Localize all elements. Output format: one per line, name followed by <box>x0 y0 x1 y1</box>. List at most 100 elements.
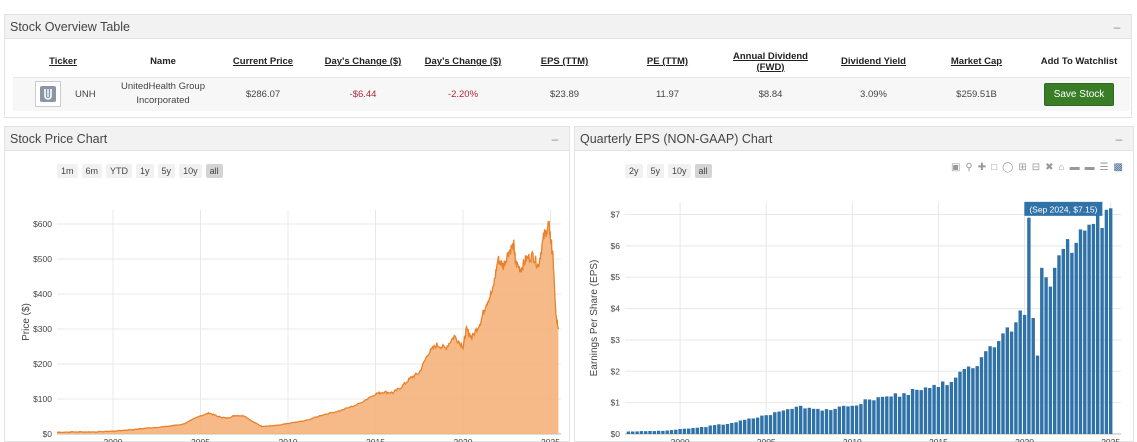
eps-bar[interactable] <box>829 410 833 434</box>
eps-bar[interactable] <box>717 424 721 434</box>
eps-bar[interactable] <box>1070 252 1074 434</box>
eps-bar[interactable] <box>1031 318 1035 434</box>
eps-bar[interactable] <box>1018 310 1022 435</box>
eps-bar[interactable] <box>928 388 932 434</box>
eps-bar[interactable] <box>747 418 751 435</box>
eps-bar[interactable] <box>764 415 768 434</box>
eps-bar[interactable] <box>760 415 764 434</box>
header-days-change-usd[interactable]: Day's Change ($) <box>324 56 402 68</box>
eps-bar[interactable] <box>1057 255 1061 434</box>
eps-bar[interactable] <box>863 399 867 434</box>
eps-bar[interactable] <box>1053 267 1057 434</box>
eps-bar[interactable] <box>859 404 863 434</box>
header-dividend-yield[interactable]: Dividend Yield <box>841 56 906 68</box>
eps-bar[interactable] <box>880 396 885 434</box>
eps-bar[interactable] <box>699 427 704 434</box>
eps-bar[interactable] <box>1048 286 1053 434</box>
autoscale-icon[interactable]: ✖ <box>1045 162 1054 173</box>
eps-bar[interactable] <box>867 399 872 435</box>
eps-bar[interactable] <box>1065 239 1070 434</box>
eps-bar[interactable] <box>824 409 829 434</box>
reset-axes-icon[interactable]: ⌂ <box>1058 162 1065 173</box>
price-range-all[interactable]: all <box>205 164 223 178</box>
eps-bar[interactable] <box>639 431 644 434</box>
eps-bar[interactable] <box>910 389 915 434</box>
eps-bar[interactable] <box>971 368 975 434</box>
eps-bar[interactable] <box>678 429 682 434</box>
eps-bar[interactable] <box>644 431 648 434</box>
eps-bar[interactable] <box>898 396 902 434</box>
eps-range-2y[interactable]: 2y <box>625 164 643 178</box>
overview-minimize-button[interactable]: – <box>1113 19 1121 34</box>
eps-bar[interactable] <box>708 425 712 435</box>
eps-bar[interactable] <box>730 423 734 434</box>
eps-range-5y[interactable]: 5y <box>646 164 665 178</box>
eps-bar[interactable] <box>954 377 958 434</box>
eps-bar[interactable] <box>906 395 910 434</box>
spike-lines-icon[interactable]: ▬ <box>1069 162 1080 173</box>
eps-bar[interactable] <box>1061 248 1065 434</box>
eps-bar[interactable] <box>712 425 717 434</box>
eps-bar[interactable] <box>958 371 962 434</box>
eps-bar[interactable] <box>872 400 876 434</box>
eps-bar[interactable] <box>1040 267 1044 434</box>
eps-bar[interactable] <box>820 410 824 434</box>
eps-bar[interactable] <box>962 369 966 434</box>
eps-bar[interactable] <box>893 393 898 434</box>
eps-bar[interactable] <box>803 408 807 434</box>
eps-bar[interactable] <box>773 412 777 434</box>
eps-bar[interactable] <box>743 419 747 434</box>
eps-bar[interactable] <box>1078 229 1083 434</box>
eps-bar[interactable] <box>979 357 984 434</box>
eps-bar[interactable] <box>889 396 893 435</box>
zoom-icon[interactable]: ⚲ <box>965 162 973 173</box>
price-range-1y[interactable]: 1y <box>136 164 154 178</box>
eps-bar[interactable] <box>1014 322 1018 434</box>
eps-bar[interactable] <box>945 385 949 434</box>
eps-range-10y[interactable]: 10y <box>668 164 691 178</box>
eps-bar[interactable] <box>661 430 665 434</box>
plotly-logo-icon[interactable]: ▩ <box>1113 162 1123 173</box>
eps-bar[interactable] <box>850 405 854 434</box>
eps-bar[interactable] <box>997 341 1001 434</box>
eps-bar[interactable] <box>1096 205 1100 434</box>
eps-bar[interactable] <box>1083 230 1087 434</box>
eps-bar[interactable] <box>738 420 743 435</box>
eps-bar[interactable] <box>1100 228 1104 434</box>
eps-bar[interactable] <box>1005 327 1009 434</box>
eps-bar[interactable] <box>919 390 923 434</box>
eps-bar[interactable] <box>1104 209 1109 434</box>
header-pe-ttm[interactable]: PE (TTM) <box>646 56 689 68</box>
hover-closest-icon[interactable]: ▬ <box>1084 162 1095 173</box>
header-ticker[interactable]: Ticker <box>49 56 77 68</box>
eps-chart-minimize-button[interactable]: – <box>1115 131 1123 146</box>
price-range-5y[interactable]: 5y <box>157 164 176 178</box>
header-days-change-pct[interactable]: Day's Change ($) <box>424 56 502 68</box>
eps-bar[interactable] <box>876 397 880 434</box>
eps-bar[interactable] <box>923 387 928 434</box>
eps-bar[interactable] <box>984 351 988 434</box>
eps-bar[interactable] <box>631 431 635 435</box>
eps-bar[interactable] <box>1109 208 1113 434</box>
eps-bar[interactable] <box>846 406 850 434</box>
eps-bar[interactable] <box>781 410 786 435</box>
eps-bar[interactable] <box>941 381 945 435</box>
eps-bar[interactable] <box>902 393 906 434</box>
eps-bar[interactable] <box>1074 242 1078 434</box>
eps-range-all[interactable]: all <box>694 164 712 178</box>
eps-bar[interactable] <box>1035 355 1040 434</box>
eps-bar[interactable] <box>786 409 790 434</box>
save-stock-button[interactable]: Save Stock <box>1043 82 1115 106</box>
eps-bar[interactable] <box>665 430 669 435</box>
header-market-cap[interactable]: Market Cap <box>950 56 1003 68</box>
eps-bar[interactable] <box>1044 277 1048 434</box>
eps-bar[interactable] <box>842 405 846 434</box>
eps-bar[interactable] <box>674 429 678 434</box>
eps-bar[interactable] <box>635 431 639 434</box>
eps-bar[interactable] <box>691 428 695 434</box>
eps-bar[interactable] <box>915 389 919 434</box>
eps-bar[interactable] <box>626 431 631 435</box>
eps-bar[interactable] <box>755 417 760 434</box>
eps-bar[interactable] <box>669 430 674 434</box>
price-chart-minimize-button[interactable]: – <box>551 131 559 146</box>
